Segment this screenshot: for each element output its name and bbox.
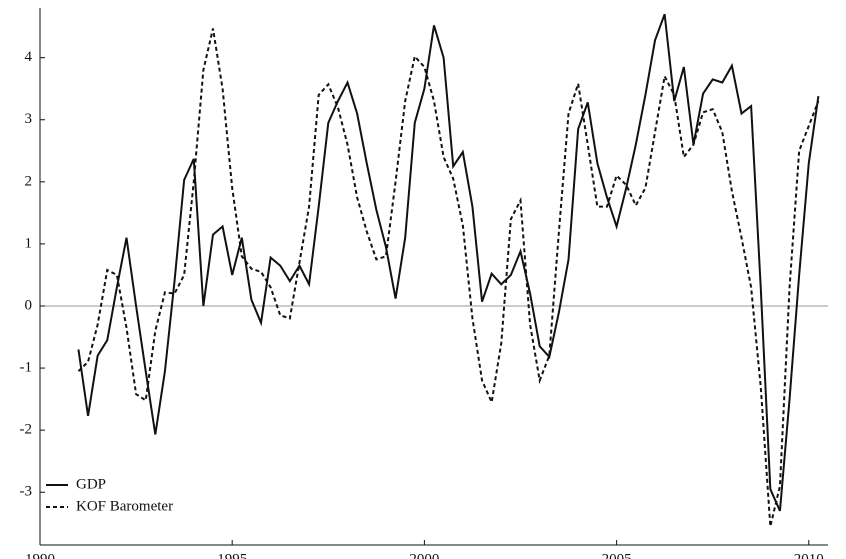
y-tick-label: -1 [20, 360, 33, 376]
y-tick-label: 2 [25, 173, 33, 189]
x-tick-label: 1995 [217, 551, 247, 559]
legend-label: KOF Barometer [76, 498, 173, 514]
y-tick-label: 4 [25, 49, 33, 65]
series-line [77, 28, 820, 527]
legend-label: GDP [76, 476, 106, 492]
y-tick-label: 0 [25, 297, 33, 313]
y-tick-label: 1 [25, 235, 33, 251]
y-tick-label: 3 [25, 111, 33, 127]
series-line [77, 13, 820, 512]
x-tick-label: 2010 [794, 551, 824, 559]
x-tick-label: 2005 [602, 551, 632, 559]
y-tick-label: -3 [20, 484, 33, 500]
x-tick-label: 2000 [409, 551, 439, 559]
y-tick-label: -2 [20, 422, 33, 438]
x-tick-label: 1990 [25, 551, 55, 559]
